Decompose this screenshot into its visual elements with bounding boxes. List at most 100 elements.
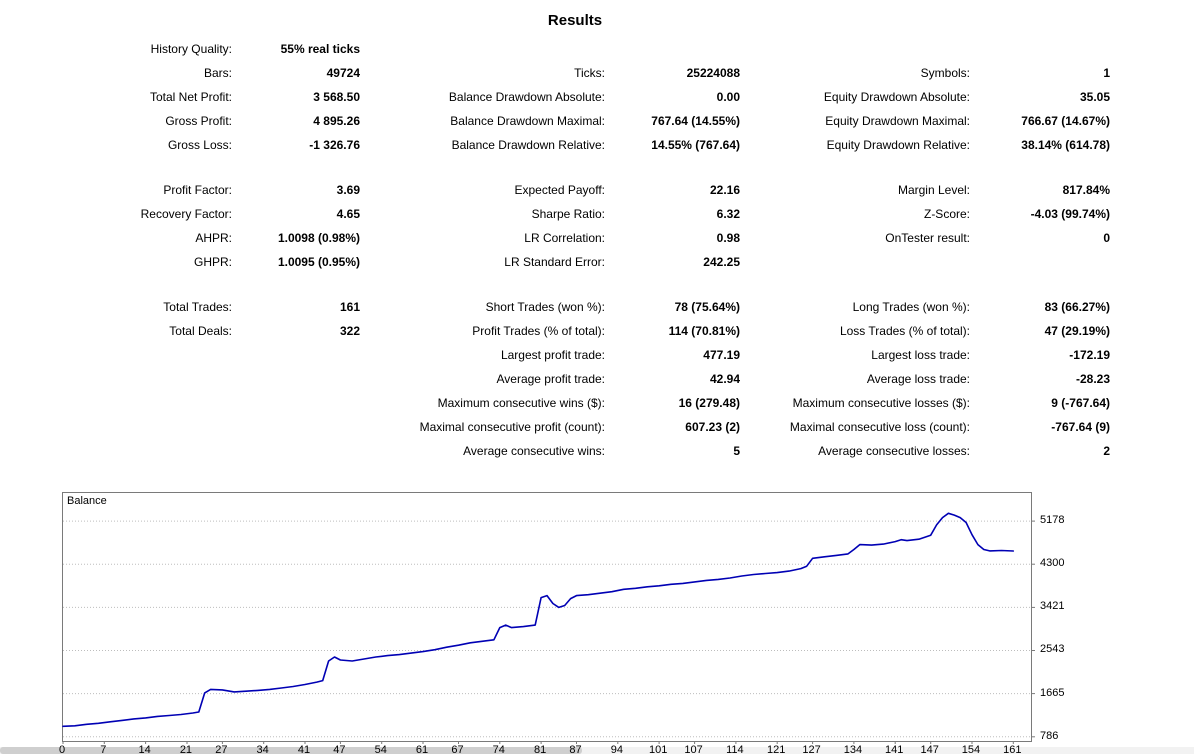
stat-value xyxy=(232,157,360,178)
stat-value: 1 xyxy=(1103,66,1110,80)
stat-label: Sharpe Ratio: xyxy=(531,207,605,221)
x-axis-label: 74 xyxy=(492,744,505,754)
stat-value: 0.98 xyxy=(716,231,740,245)
stat-label xyxy=(740,157,970,178)
stat-label: Balance Drawdown Maximal: xyxy=(450,114,605,128)
horizontal-scrollbar-thumb[interactable] xyxy=(0,747,582,754)
stats-row: Maximal consecutive profit (count): 607.2… xyxy=(0,415,1194,439)
stat-value xyxy=(232,367,360,391)
stats-row: Recovery Factor: 4.65 Sharpe Ratio: 6.32 Z-S… xyxy=(0,202,1194,226)
balance-chart-svg xyxy=(62,512,1035,744)
stat-value: 6.32 xyxy=(716,207,740,221)
stats-row: Total Trades: 161 Short Trades (won %): 78 … xyxy=(0,295,1194,319)
stat-label: Profit Trades (% of total): xyxy=(472,324,605,338)
stat-value xyxy=(970,250,1110,274)
stat-label xyxy=(0,439,232,463)
stat-label: Total Deals: xyxy=(169,324,232,338)
stat-label: AHPR: xyxy=(195,231,232,245)
stats-row: Total Deals: 322 Profit Trades (% of total… xyxy=(0,319,1194,343)
stat-value: 242.25 xyxy=(703,255,740,269)
stat-label: Average consecutive losses: xyxy=(818,444,970,458)
x-axis-label: 81 xyxy=(533,744,547,754)
stats-row: History Quality: 55% real ticks xyxy=(0,37,1194,61)
stat-label: Gross Loss: xyxy=(167,138,232,152)
stat-value xyxy=(232,391,360,415)
stat-value: 9 (-767.64) xyxy=(1051,396,1110,410)
stats-row: Gross Profit: 4 895.26 Balance Drawdown Ma… xyxy=(0,109,1194,133)
stat-value: 14.55% (767.64) xyxy=(651,138,740,152)
stats-row: Largest profit trade: 477.19 Largest loss … xyxy=(0,343,1194,367)
x-axis: 0 7 14 21 27 34 41 47 54 61 67 74 81 87 94 101 107 114 121… xyxy=(58,744,1030,754)
stat-value xyxy=(970,157,1110,178)
horizontal-scrollbar[interactable] xyxy=(0,747,1194,754)
stat-label xyxy=(740,250,970,274)
balance-chart: Balance 5178 4300 3421 2543 1665 786 0 7 14 21 27… xyxy=(59,492,1064,754)
y-axis-label: 3421 xyxy=(1040,600,1065,613)
stat-value: 114 (70.81%) xyxy=(668,324,740,338)
stat-label: Recovery Factor: xyxy=(140,207,232,221)
stat-label: Profit Factor: xyxy=(163,183,232,197)
x-axis-label: 121 xyxy=(767,744,786,754)
x-axis-label: 154 xyxy=(961,744,981,754)
x-axis-label: 54 xyxy=(374,744,387,754)
stat-value: 767.64 (14.55%) xyxy=(651,114,740,128)
stat-value xyxy=(970,274,1110,295)
stats-row: Average consecutive wins: 5 Average consec… xyxy=(0,439,1194,463)
stat-value: 35.05 xyxy=(1079,90,1110,104)
x-axis-label: 47 xyxy=(333,744,346,754)
stat-value: 3.69 xyxy=(336,183,360,197)
stat-value xyxy=(605,37,740,61)
stat-label: Ticks: xyxy=(574,66,605,80)
stat-label: Margin Level: xyxy=(897,183,970,197)
y-axis-label: 786 xyxy=(1040,729,1059,742)
x-axis-label: 7 xyxy=(100,744,107,754)
x-axis-label: 134 xyxy=(843,744,863,754)
stats-row: Profit Factor: 3.69 Expected Payoff: 22.16 M… xyxy=(0,178,1194,202)
x-axis-label: 94 xyxy=(610,744,623,754)
stat-value: 1.0095 (0.95%) xyxy=(277,255,360,269)
stat-label: Equity Drawdown Maximal: xyxy=(825,114,970,128)
stat-value: 3 568.50 xyxy=(313,90,360,104)
stat-label: Long Trades (won %): xyxy=(852,300,970,314)
stat-label: LR Correlation: xyxy=(524,231,605,245)
balance-chart-plot[interactable]: Balance xyxy=(62,492,1035,744)
stats-row: GHPR: 1.0095 (0.95%) LR Standard Error: 242… xyxy=(0,250,1194,274)
stat-label xyxy=(360,37,605,61)
stat-value: 2 xyxy=(1103,444,1110,458)
stat-label: GHPR: xyxy=(193,255,232,269)
stat-label xyxy=(0,415,232,439)
x-axis-label: 107 xyxy=(684,744,703,754)
x-axis-label: 101 xyxy=(648,744,668,754)
x-axis-label: 27 xyxy=(215,744,228,754)
stats-spacer-row xyxy=(0,274,1194,295)
stat-label: Loss Trades (% of total): xyxy=(839,324,970,338)
stat-value: 0.00 xyxy=(716,90,740,104)
stat-label: OnTester result: xyxy=(885,231,970,245)
balance-series-label: Balance xyxy=(67,495,107,507)
stat-value: -28.23 xyxy=(1075,372,1110,386)
y-axis-label: 1665 xyxy=(1040,686,1065,699)
stat-label: Balance Drawdown Absolute: xyxy=(448,90,605,104)
stat-value: 83 (66.27%) xyxy=(1044,300,1110,314)
stat-value xyxy=(232,343,360,367)
x-axis-label: 0 xyxy=(58,744,66,754)
y-axis-label: 4300 xyxy=(1040,557,1065,570)
stat-value: 477.19 xyxy=(703,348,740,362)
stat-label: Balance Drawdown Relative: xyxy=(451,138,605,152)
stats-spacer-row xyxy=(0,157,1194,178)
stat-value: 25224088 xyxy=(686,66,740,80)
x-axis-label: 147 xyxy=(920,744,939,754)
stat-value: 161 xyxy=(339,300,360,314)
stat-value xyxy=(605,274,740,295)
stat-label: Equity Drawdown Absolute: xyxy=(823,90,970,104)
stat-value: 55% real ticks xyxy=(280,42,360,56)
x-axis-label: 14 xyxy=(138,744,151,754)
y-axis-label: 2543 xyxy=(1040,643,1065,656)
y-axis: 5178 4300 3421 2543 1665 786 xyxy=(1040,492,1100,742)
stat-label: Maximum consecutive wins ($): xyxy=(437,396,605,410)
stat-label: Total Trades: xyxy=(163,300,232,314)
stats-table: History Quality: 55% real ticks Bars: 49724… xyxy=(0,37,1194,463)
stat-label: Gross Profit: xyxy=(165,114,232,128)
stat-label: Largest profit trade: xyxy=(500,348,605,362)
